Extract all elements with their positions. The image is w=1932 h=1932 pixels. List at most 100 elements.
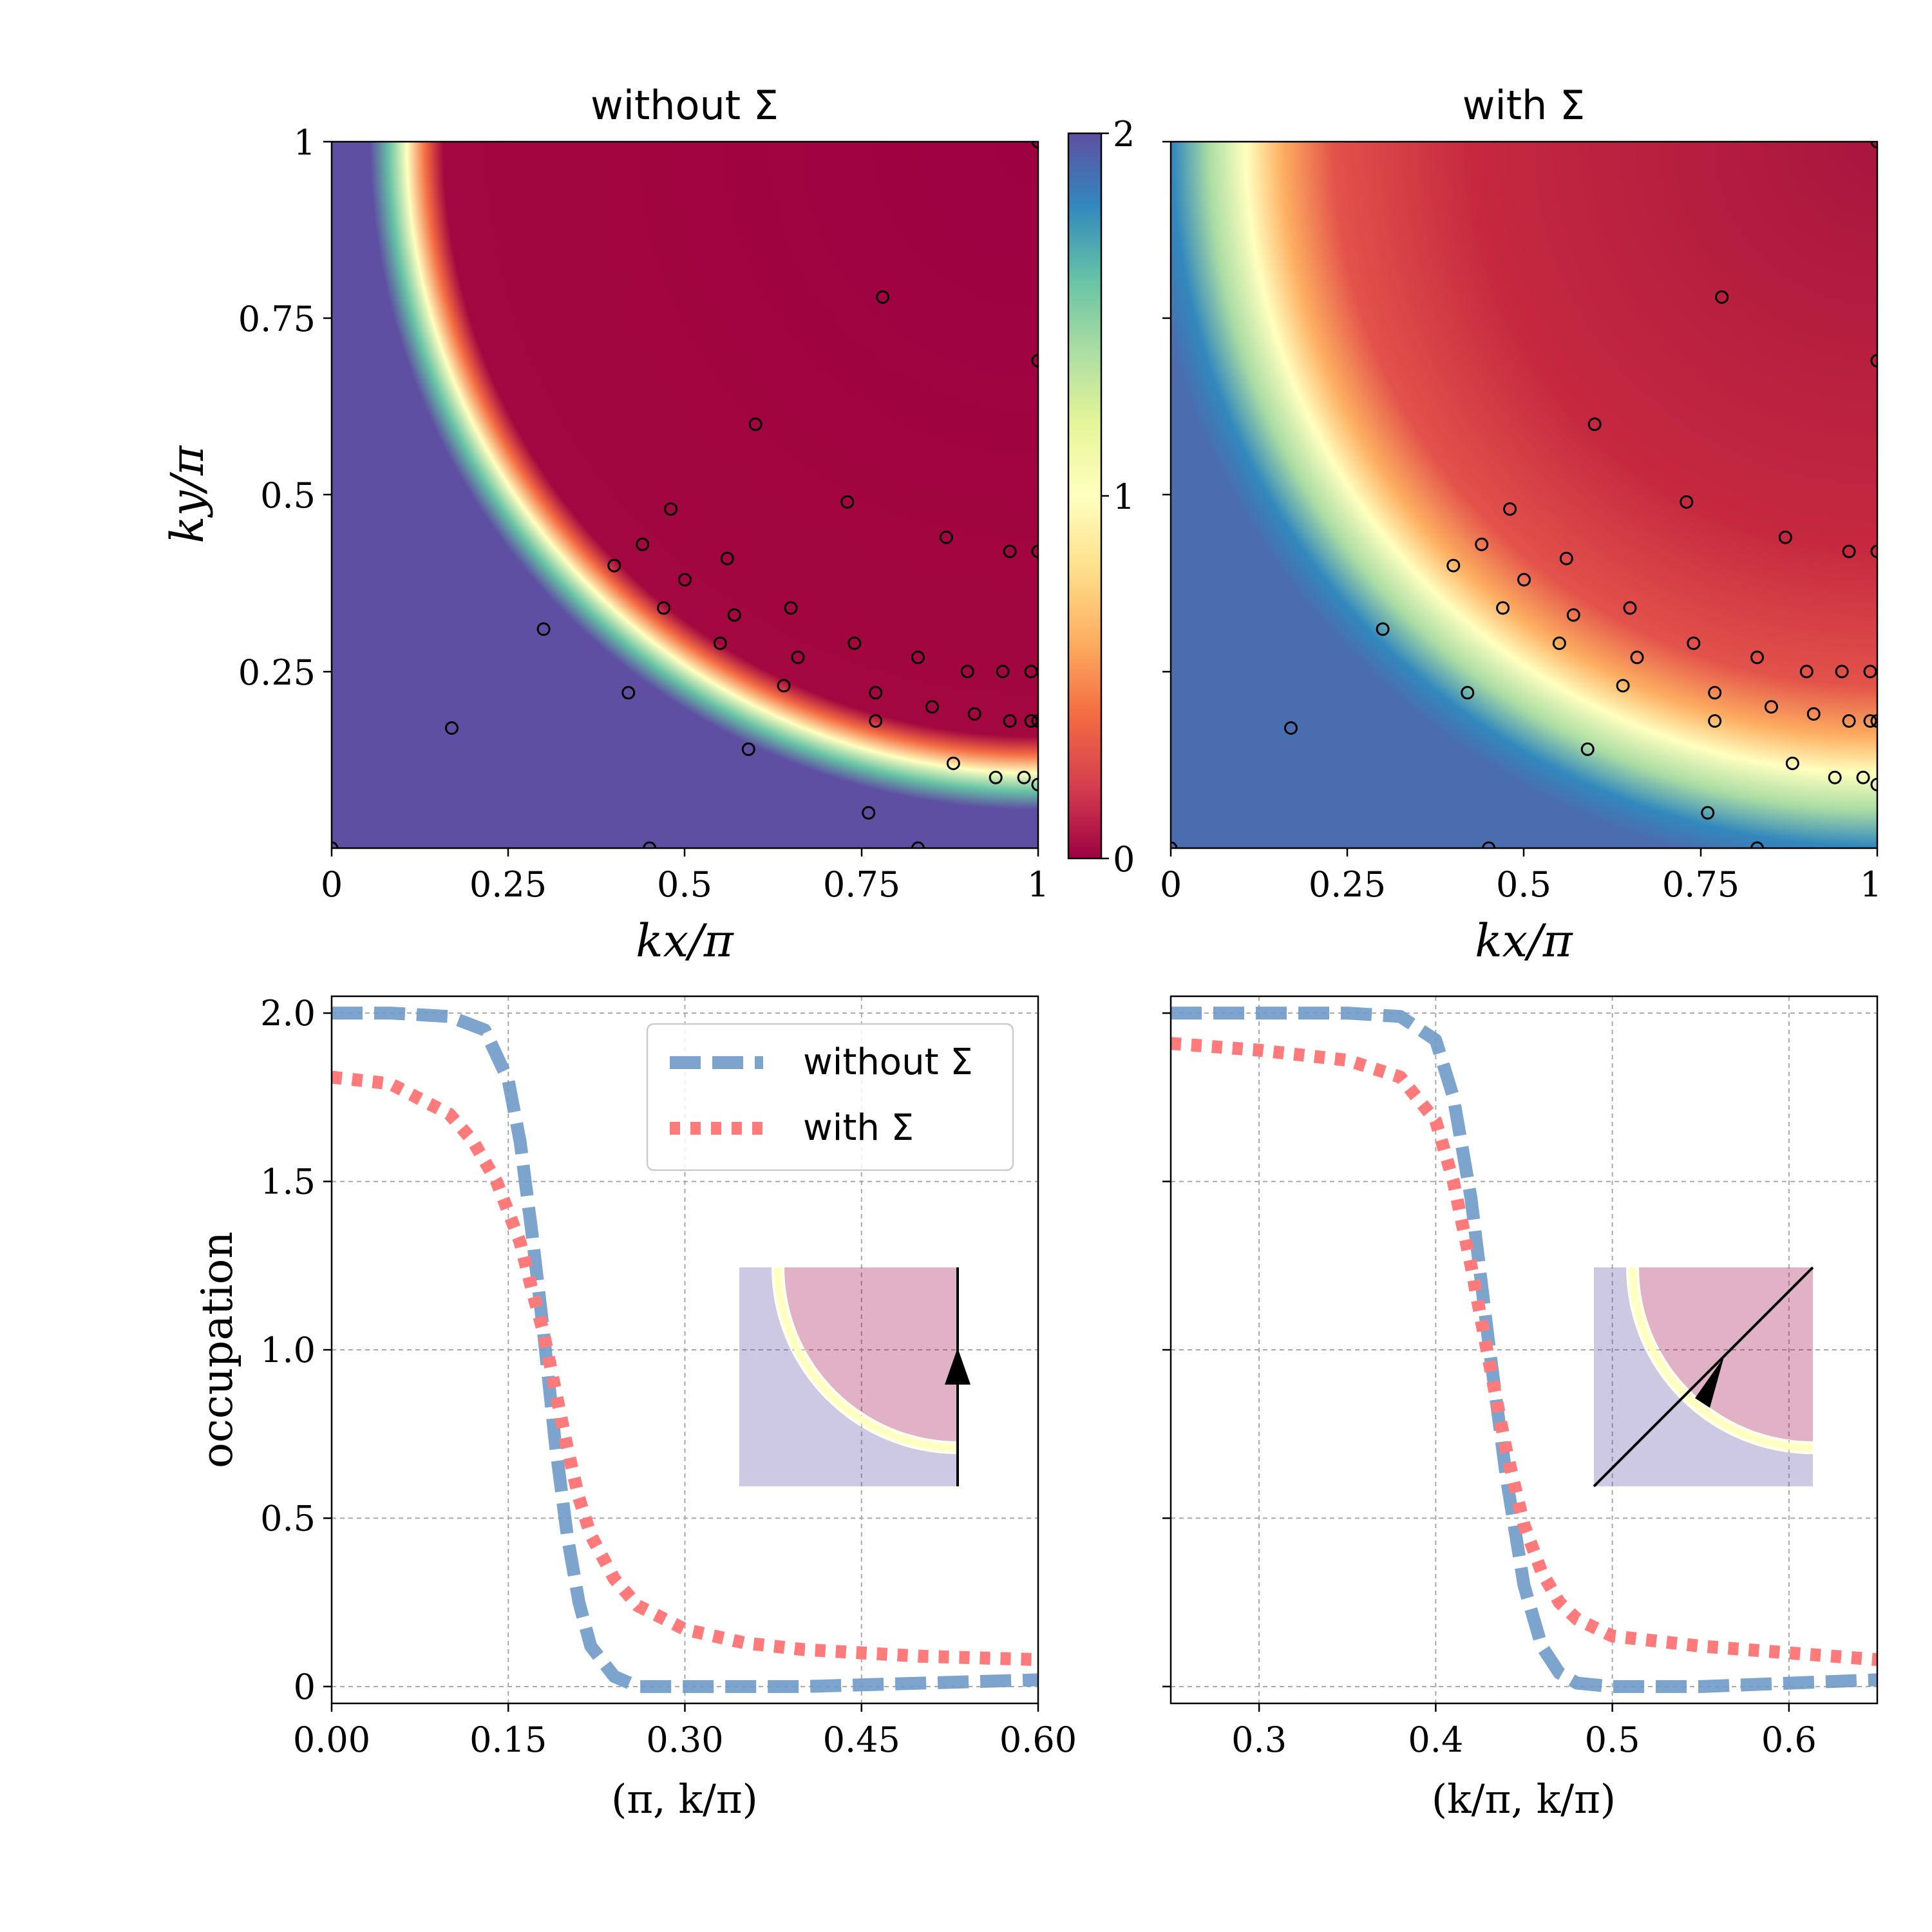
k-point-marker xyxy=(1715,290,1729,304)
x-tick-label: 0.75 xyxy=(1662,864,1739,905)
k-point-marker xyxy=(1870,544,1877,558)
series-line-without-sigma xyxy=(1171,1007,1877,1693)
k-point-marker xyxy=(1503,502,1517,516)
k-point-marker xyxy=(876,290,890,304)
x-tick-label: 0.5 xyxy=(657,864,712,905)
k-point-marker xyxy=(1461,686,1475,700)
title-without-sigma: without Σ xyxy=(591,82,779,129)
k-point-marker xyxy=(607,558,621,573)
k-point-marker xyxy=(713,636,727,650)
k-point-marker xyxy=(1031,354,1038,368)
k-point-marker xyxy=(1031,777,1038,791)
x-axis-label-path1: (π, k/π) xyxy=(611,1776,758,1823)
k-point-marker xyxy=(720,551,734,565)
k-point-marker xyxy=(1835,665,1849,679)
k-point-marker xyxy=(911,650,925,665)
k-point-marker xyxy=(748,417,762,431)
k-point-marker xyxy=(643,841,657,848)
inset-path2 xyxy=(1594,1267,1813,1486)
k-point-marker xyxy=(1863,714,1877,728)
x-tick-label: 1 xyxy=(1027,864,1049,905)
k-point-marker xyxy=(1701,806,1715,820)
x-tick-label: 0.6 xyxy=(1761,1719,1817,1760)
k-point-marker xyxy=(960,665,974,679)
x-tick-label: 0 xyxy=(321,864,343,905)
k-point-marker xyxy=(1870,714,1877,728)
k-point-marker xyxy=(1616,679,1630,693)
k-point-marker xyxy=(996,665,1010,679)
x-tick-label: 0.00 xyxy=(293,1719,370,1760)
title-with-sigma: with Σ xyxy=(1463,82,1585,129)
legend: without Σ with Σ xyxy=(646,1023,1014,1171)
k-point-marker xyxy=(1003,714,1017,728)
k-point-marker xyxy=(869,686,883,700)
k-point-marker xyxy=(1806,707,1821,721)
k-point-marker xyxy=(1708,714,1722,728)
k-point-marker xyxy=(1778,530,1792,544)
line-chart-path2: 0.3 0.4 0.5 0.6 (k/π, k/π) xyxy=(1162,995,1879,1823)
k-point-marker xyxy=(1680,495,1694,509)
colorbar-tick: 1 xyxy=(1113,477,1135,517)
x-tick-label: 0.15 xyxy=(469,1719,547,1760)
y-tick-label: 0.5 xyxy=(260,475,316,516)
inset-path1-arrowhead xyxy=(945,1348,971,1385)
k-point-marker xyxy=(1475,537,1489,551)
k-point-marker xyxy=(1630,650,1644,665)
ticks-path1: 0.00 0.15 0.30 0.45 0.60 0 0.5 1.0 1.5 2.0 xyxy=(260,993,1077,1760)
k-point-marker xyxy=(678,573,692,587)
k-point-marker xyxy=(1856,770,1870,784)
heatmap-with-sigma: with Σ 0 0.25 0.5 0.75 1 kx/π xyxy=(1160,82,1882,967)
y-tick-label: 0 xyxy=(294,1667,316,1707)
k-point-marker xyxy=(1566,608,1580,622)
k-point-marker xyxy=(967,707,981,721)
k-point-marker xyxy=(664,502,678,516)
k-point-marker xyxy=(1799,665,1814,679)
x-axis-label-with: kx/π xyxy=(1475,914,1573,967)
k-point-marker xyxy=(1750,650,1765,665)
k-point-marker xyxy=(1446,558,1461,573)
k-point-marker xyxy=(848,636,862,650)
x-tick-label: 0.3 xyxy=(1231,1719,1287,1760)
x-tick-label: 1 xyxy=(1860,864,1882,905)
x-tick-label: 0.4 xyxy=(1408,1719,1463,1760)
k-point-marker xyxy=(1024,714,1038,728)
k-point-marker xyxy=(1482,841,1496,848)
legend-label-with: with Σ xyxy=(803,1107,914,1149)
k-point-marker xyxy=(1785,756,1799,770)
k-point-marker xyxy=(444,721,459,735)
k-point-marker xyxy=(1708,686,1722,700)
heatmap-without-sigma: without Σ 0 0.25 0.5 0.75 1 1 0.75 0.5 0… xyxy=(161,82,1049,967)
series-line-with-sigma xyxy=(332,1070,1038,1666)
inset-path1 xyxy=(739,1267,958,1486)
x-axis-label-path2: (k/π, k/π) xyxy=(1432,1776,1616,1823)
k-point-marker xyxy=(791,650,805,665)
k-point-marker xyxy=(636,537,650,551)
inset-path2-arrowhead xyxy=(1695,1357,1724,1408)
plot-area-path2 xyxy=(1171,1007,1877,1693)
k-point-marker xyxy=(1764,700,1778,714)
series-path2 xyxy=(1171,1007,1877,1693)
k-point-marker xyxy=(777,679,791,693)
k-point-marker xyxy=(657,601,671,615)
k-point-marker xyxy=(869,714,883,728)
k-point-marker xyxy=(1376,622,1390,636)
y-tick-label: 0.75 xyxy=(238,299,316,339)
y-tick-label: 2.0 xyxy=(260,993,316,1034)
x-ticks-without: 0 0.25 0.5 0.75 1 xyxy=(321,848,1049,905)
x-tick-label: 0.5 xyxy=(1585,1719,1640,1760)
k-point-marker xyxy=(1587,417,1602,431)
k-point-marker xyxy=(946,756,960,770)
k-point-marker xyxy=(840,495,855,509)
k-point-marker xyxy=(989,770,1003,784)
y-tick-label: 0.5 xyxy=(260,1498,316,1539)
k-point-marker xyxy=(741,742,755,756)
k-point-marker xyxy=(1870,777,1877,791)
k-point-marker xyxy=(911,841,925,848)
x-axis-label-without: kx/π xyxy=(636,914,734,967)
heatmap-without-image xyxy=(332,142,1038,848)
x-tick-label: 0.45 xyxy=(823,1719,900,1760)
series-path1 xyxy=(332,1007,1038,1693)
line-chart-path1: 0.00 0.15 0.30 0.45 0.60 0 0.5 1.0 1.5 2.0 (π, k/… xyxy=(193,993,1077,1823)
k-point-marker xyxy=(621,686,636,700)
x-tick-label: 0.5 xyxy=(1496,864,1551,905)
